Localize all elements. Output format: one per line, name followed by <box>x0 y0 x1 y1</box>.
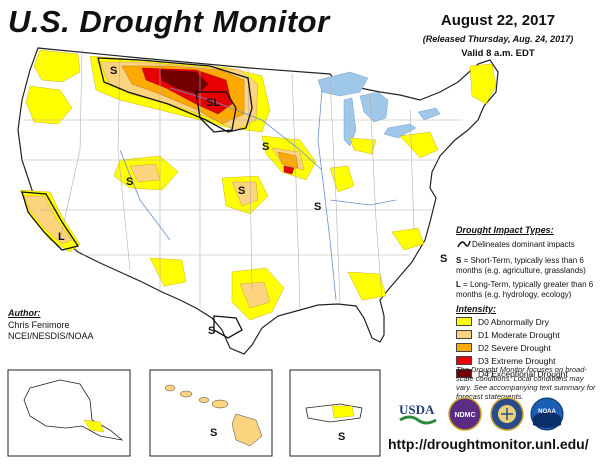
d3-label: D3 Extreme Drought <box>478 355 556 366</box>
d1-label: D1 Moderate Drought <box>478 329 560 340</box>
impact-heading: Drought Impact Types: <box>456 225 554 235</box>
noaa-logo: NOAA <box>530 397 564 431</box>
author-heading: Author: <box>8 308 41 318</box>
svg-text:NOAA: NOAA <box>538 409 556 415</box>
d0-label: D0 Abnormally Dry <box>478 316 549 327</box>
impact-label-s: S <box>210 427 217 439</box>
impact-outlines <box>21 57 253 339</box>
d3-swatch <box>456 356 472 365</box>
d4-regions <box>159 69 209 95</box>
short-term-symbol: S <box>456 256 462 265</box>
d0-swatch <box>456 317 472 326</box>
intensity-item-d3: D3 Extreme Drought <box>456 355 596 366</box>
usda-seal-logo <box>490 397 524 431</box>
puerto-rico-inset: S <box>289 369 381 457</box>
svg-text:USDA: USDA <box>399 402 435 417</box>
impact-label-l: L <box>58 231 65 243</box>
d1-swatch <box>456 330 472 339</box>
d4-swatch <box>456 369 472 378</box>
alaska-inset <box>7 369 131 457</box>
state-lines <box>22 49 462 309</box>
author-name: Chris Fenimore <box>8 319 70 330</box>
short-term-text: = Short-Term, typically less than 6 mont… <box>456 256 586 275</box>
usda-logo: USDA <box>399 402 437 425</box>
intensity-heading: Intensity: <box>456 304 497 314</box>
short-term-desc: S = Short-Term, typically less than 6 mo… <box>456 256 596 275</box>
disclaimer-note: The Drought Monitor focuses on broad-sca… <box>456 365 596 401</box>
legend: Drought Impact Types: Delineates dominan… <box>456 225 596 379</box>
hawaii-inset: S <box>149 369 273 457</box>
d2-label: D2 Severe Drought <box>478 342 551 353</box>
impact-label-s: S <box>126 176 133 188</box>
delineates-row: Delineates dominant impacts <box>456 239 596 251</box>
released-date: (Released Thursday, Aug. 24, 2017) <box>422 34 574 44</box>
map-date: August 22, 2017 <box>440 12 556 29</box>
intensity-item-d0: D0 Abnormally Dry <box>456 316 596 327</box>
d4-label: D4 Exceptional Drought <box>478 368 568 379</box>
intensity-item-d1: D1 Moderate Drought <box>456 329 596 340</box>
impact-label-s: S <box>314 201 321 213</box>
impact-label-s: S <box>262 141 269 153</box>
long-term-text: = Long-Term, typically greater than 6 mo… <box>456 280 594 299</box>
long-term-symbol: L <box>456 280 461 289</box>
d2-swatch <box>456 343 472 352</box>
ndmc-logo: NDMC <box>448 397 482 431</box>
impact-label-s: S <box>440 253 447 265</box>
page-title: U.S. Drought Monitor <box>8 4 330 39</box>
intensity-item-d4: D4 Exceptional Drought <box>456 368 596 379</box>
impact-label-s: S <box>238 185 245 197</box>
impact-label-s: S <box>208 325 215 337</box>
svg-text:NDMC: NDMC <box>455 412 476 419</box>
valid-time: Valid 8 a.m. EDT <box>461 48 535 59</box>
delineates-text: Delineates dominant impacts <box>472 240 575 249</box>
author-block: Author: Chris Fenimore NCEI/NESDIS/NOAA <box>8 308 94 343</box>
impact-label-s: S <box>110 65 117 77</box>
author-org: NCEI/NESDIS/NOAA <box>8 331 94 341</box>
impact-label-sl: SL <box>206 97 220 109</box>
long-term-desc: L = Long-Term, typically greater than 6 … <box>456 280 596 299</box>
intensity-item-d2: D2 Severe Drought <box>456 342 596 353</box>
curve-line-icon <box>456 239 472 251</box>
website-url[interactable]: http://droughtmonitor.unl.edu/ <box>388 436 589 452</box>
impact-label-s: S <box>338 431 345 443</box>
